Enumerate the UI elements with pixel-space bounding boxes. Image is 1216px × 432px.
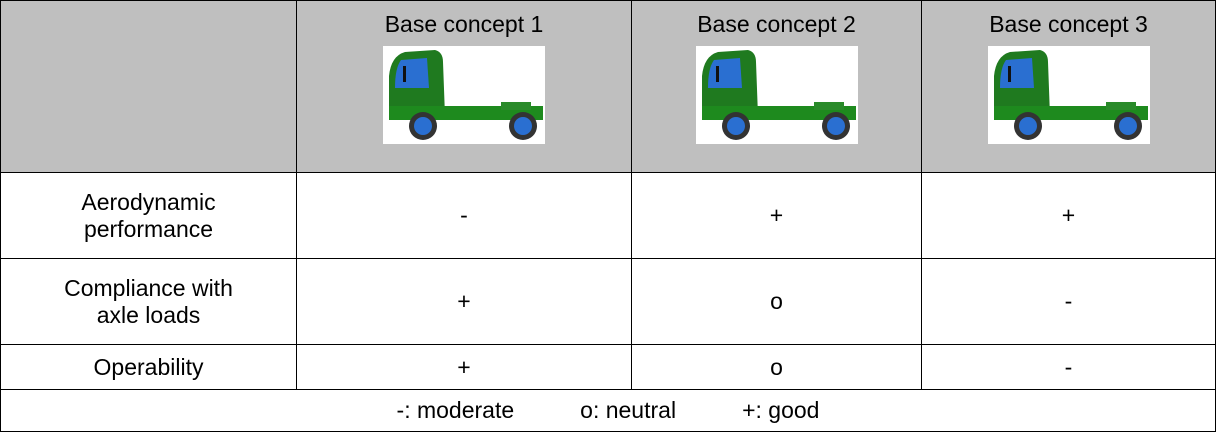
rating-cell: + [921,172,1216,259]
row-label: Compliance with axle loads [0,258,297,345]
column-title: Base concept 3 [989,11,1148,37]
column-title: Base concept 1 [384,11,544,37]
column-title: Base concept 2 [697,11,856,37]
rating-cell: + [296,344,632,390]
rating-cell: o [631,344,922,390]
truck-image [383,46,545,144]
row-label: Operability [0,344,297,390]
rating-cell: + [631,172,922,259]
rating-cell: + [296,258,632,345]
rating-cell: - [921,258,1216,345]
header-cell: Base concept 3 [921,0,1216,173]
rating-cell: o [631,258,922,345]
legend-row: -: moderate o: neutral +: good [0,389,1216,432]
legend-item: o: neutral [580,397,677,423]
rating-cell: - [296,172,632,259]
legend-item: +: good [742,397,820,423]
header-cell: Base concept 1 [296,0,632,173]
rating-cell: - [921,344,1216,390]
header-empty-cell [0,0,297,173]
header-cell: Base concept 2 [631,0,922,173]
row-label: Aerodynamic performance [0,172,297,259]
legend-item: -: moderate [396,397,515,423]
truck-image [988,46,1150,144]
truck-image [696,46,858,144]
